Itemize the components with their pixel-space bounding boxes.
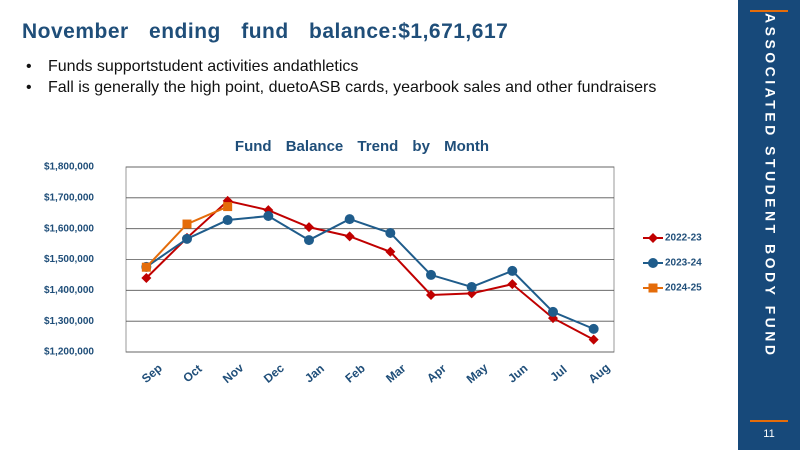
x-tick-label: Jun [505,361,530,385]
bullet: Fall is generally the high point, duetoA… [26,77,666,98]
x-tick-label: Oct [180,362,204,386]
y-tick-label: $1,400,000 [44,285,94,296]
data-point [344,214,355,225]
slide-title: November ending fund balance:$1,671,617 [22,20,509,43]
data-point [263,211,274,222]
y-tick-label: $1,200,000 [44,347,94,358]
data-point [182,233,192,244]
data-point [548,306,558,317]
page-number: 11 [763,428,774,440]
legend-label: 2024-25 [665,283,702,294]
data-point [507,265,518,276]
x-tick-label: Nov [220,361,247,387]
data-point [223,202,233,212]
data-point [141,262,151,272]
x-tick-label: Feb [342,361,367,385]
data-point [588,323,599,334]
legend-marker [648,233,658,243]
data-point [182,219,192,229]
x-tick-label: Jul [547,362,569,384]
y-tick-label: $1,600,000 [44,223,94,234]
y-tick-label: $1,300,000 [44,316,94,327]
y-tick-label: $1,700,000 [44,192,94,203]
x-tick-label: Sep [139,361,165,386]
data-point [426,269,436,280]
series-line [145,214,595,330]
legend-label: 2022-23 [665,233,702,244]
data-point [466,281,477,292]
chart-title: Fund Balance Trend by Month [235,138,489,155]
x-tick-label: Apr [424,361,449,385]
data-point [507,279,518,290]
x-tick-label: Mar [383,361,409,386]
data-point [385,246,396,257]
x-tick-label: Dec [261,361,287,386]
bullet: Funds supportstudent activities andathle… [26,56,666,77]
data-point [304,235,314,246]
legend-marker [648,258,658,268]
series-line [145,199,595,341]
data-point [385,227,396,238]
legend-label: 2023-24 [665,258,702,269]
x-tick-label: Jan [302,361,327,385]
x-tick-label: May [464,360,491,386]
data-point [426,289,436,300]
data-point [588,334,599,345]
legend-marker [648,283,658,293]
x-tick-label: Aug [586,361,613,387]
data-point [141,273,152,283]
y-tick-label: $1,800,000 [44,162,94,173]
data-point [222,215,233,226]
data-point [344,231,355,242]
bullet-list: Funds supportstudent activities andathle… [26,56,666,98]
sidebar [738,0,800,450]
y-tick-label: $1,500,000 [44,254,94,265]
data-point [304,222,314,233]
